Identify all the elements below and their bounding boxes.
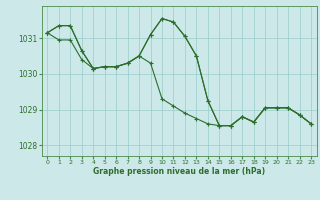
X-axis label: Graphe pression niveau de la mer (hPa): Graphe pression niveau de la mer (hPa) — [93, 167, 265, 176]
